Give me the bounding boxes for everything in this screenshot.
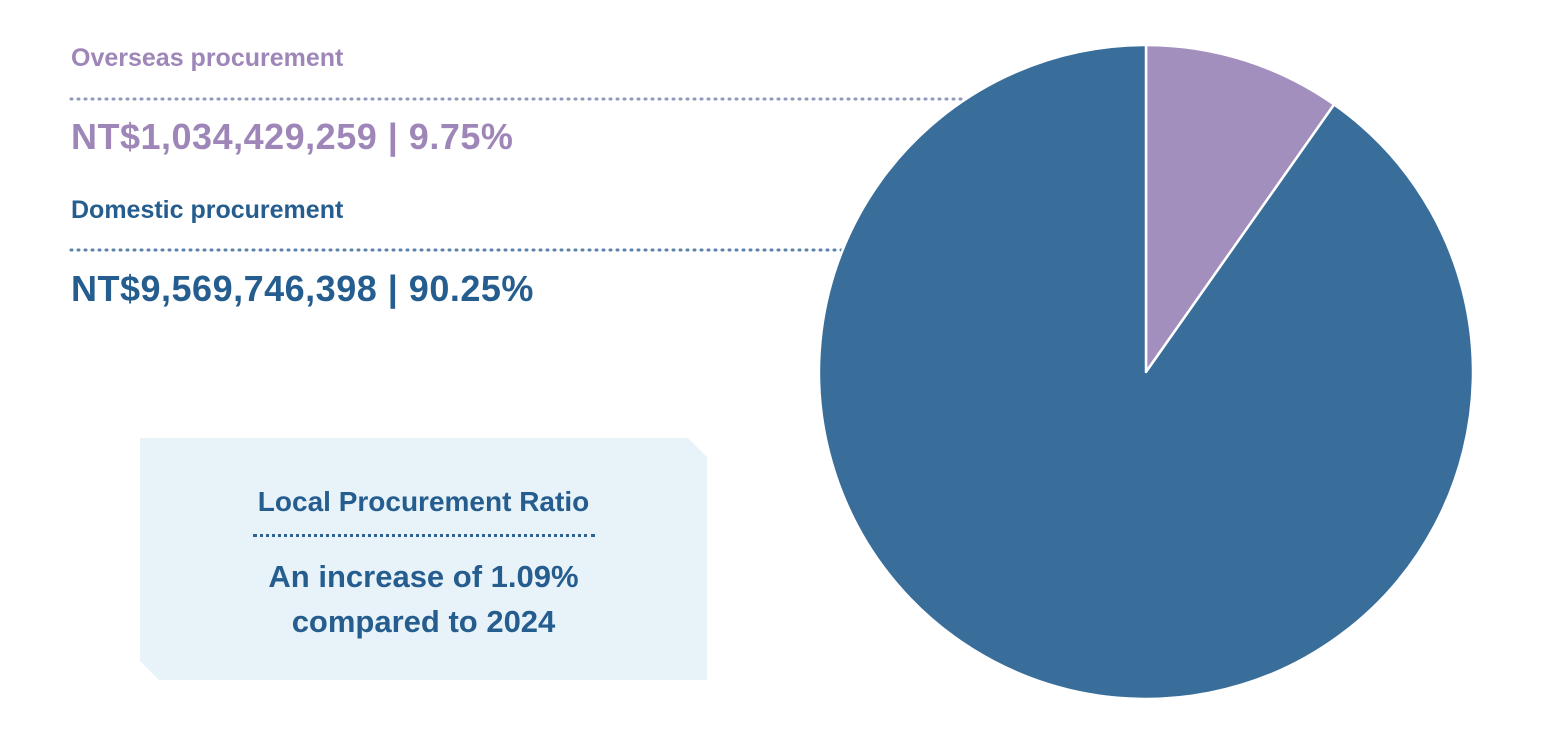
local-procurement-callout: Local Procurement Ratio An increase of 1…: [140, 438, 707, 680]
domestic-procurement-label: Domestic procurement: [71, 196, 344, 224]
pie-slice-domestic: [817, 43, 1475, 701]
callout-title: Local Procurement Ratio: [257, 486, 590, 517]
overseas-procurement-label: Overseas procurement: [71, 44, 344, 72]
pie-slice-overseas: [1144, 43, 1336, 374]
domestic-procurement-value: NT$9,569,746,398 | 90.25%: [71, 268, 534, 309]
overseas-procurement-value: NT$1,034,429,259 | 9.75%: [71, 116, 514, 157]
callout-divider: [253, 534, 595, 537]
callout-body: An increase of 1.09% compared to 2024: [140, 554, 707, 644]
callout-line-1: An increase of 1.09%: [268, 559, 579, 594]
callout-line-2: compared to 2024: [291, 604, 556, 639]
